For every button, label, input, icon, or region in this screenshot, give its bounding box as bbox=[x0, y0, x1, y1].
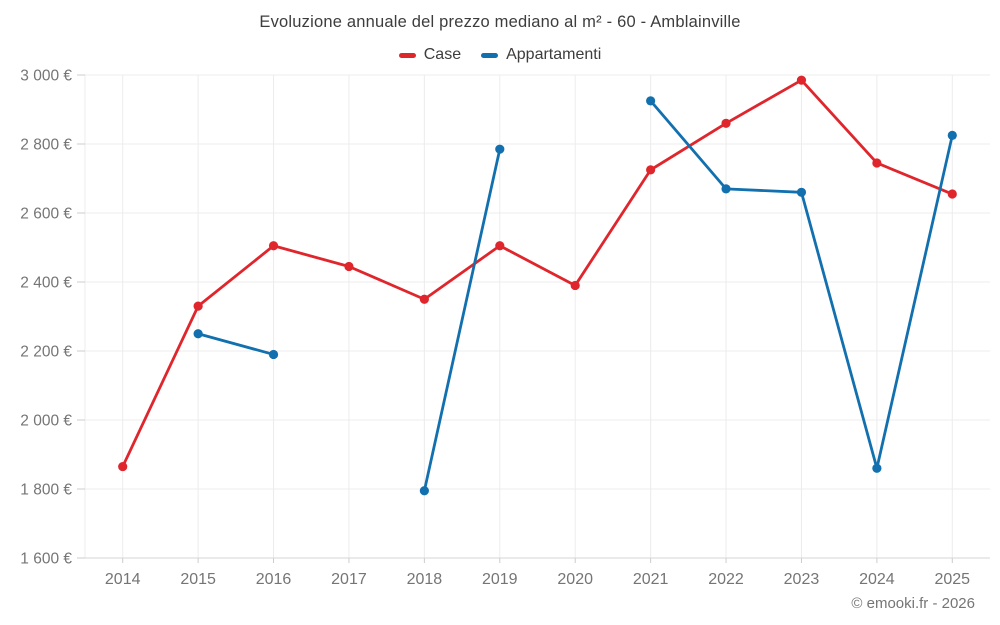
data-point-appartamenti-2016[interactable] bbox=[268, 349, 279, 360]
y-tick-label: 2 200 € bbox=[20, 344, 72, 361]
data-point-appartamenti-2019[interactable] bbox=[495, 144, 505, 154]
y-tick-label: 2 600 € bbox=[20, 206, 72, 223]
x-tick-label: 2021 bbox=[633, 571, 669, 588]
data-point-case-2022[interactable] bbox=[721, 118, 731, 128]
data-point-case-2023[interactable] bbox=[796, 75, 807, 85]
data-point-appartamenti-2021[interactable] bbox=[646, 96, 656, 106]
data-point-appartamenti-2025[interactable] bbox=[947, 130, 957, 140]
data-point-appartamenti-2022[interactable] bbox=[721, 184, 731, 194]
legend-label-appartamenti: Appartamenti bbox=[506, 46, 602, 63]
x-tick-label: 2022 bbox=[708, 571, 744, 588]
y-tick-label: 1 800 € bbox=[20, 482, 72, 499]
legend-item-case[interactable]: Case bbox=[398, 46, 462, 64]
data-point-appartamenti-2018[interactable] bbox=[419, 486, 429, 496]
line-appartamenti bbox=[196, 332, 275, 356]
data-point-case-2024[interactable] bbox=[872, 158, 882, 168]
data-point-case-2016[interactable] bbox=[268, 241, 279, 251]
x-tick-label: 2018 bbox=[407, 571, 443, 588]
data-point-appartamenti-2024[interactable] bbox=[872, 463, 882, 473]
x-tick-label: 2025 bbox=[934, 571, 970, 588]
x-tick-label: 2023 bbox=[784, 571, 820, 588]
data-point-appartamenti-2023[interactable] bbox=[796, 187, 807, 197]
data-point-case-2017[interactable] bbox=[344, 261, 354, 272]
line-appartamenti bbox=[422, 147, 502, 493]
y-tick-label: 2 400 € bbox=[20, 275, 72, 292]
chart-legend: Case Appartamenti bbox=[0, 46, 1000, 64]
line-case bbox=[121, 78, 954, 468]
x-tick-label: 2015 bbox=[180, 571, 216, 588]
data-point-case-2014[interactable] bbox=[118, 461, 128, 472]
legend-swatch-case-icon bbox=[398, 52, 416, 58]
data-point-case-2019[interactable] bbox=[495, 241, 505, 251]
data-point-case-2025[interactable] bbox=[947, 189, 957, 199]
x-tick-label: 2017 bbox=[331, 571, 367, 588]
data-point-case-2018[interactable] bbox=[419, 294, 429, 304]
y-tick-label: 2 000 € bbox=[20, 413, 72, 430]
y-tick-label: 3 000 € bbox=[20, 68, 72, 85]
data-point-case-2021[interactable] bbox=[646, 165, 656, 175]
data-point-appartamenti-2015[interactable] bbox=[193, 329, 203, 339]
data-point-case-2015[interactable] bbox=[193, 301, 203, 311]
y-tick-label: 1 600 € bbox=[20, 551, 72, 568]
x-tick-label: 2020 bbox=[557, 571, 593, 588]
x-tick-label: 2019 bbox=[482, 571, 518, 588]
x-tick-label: 2014 bbox=[105, 571, 141, 588]
x-tick-label: 2024 bbox=[859, 571, 895, 588]
chart-title: Evoluzione annuale del prezzo mediano al… bbox=[259, 13, 741, 31]
data-point-case-2020[interactable] bbox=[570, 280, 580, 291]
legend-item-appartamenti[interactable]: Appartamenti bbox=[481, 46, 601, 64]
legend-label-case: Case bbox=[423, 46, 462, 63]
x-tick-label: 2016 bbox=[256, 571, 292, 588]
copyright-footer: © emooki.fr - 2026 bbox=[851, 595, 975, 612]
legend-swatch-appartamenti-icon bbox=[481, 52, 499, 58]
y-tick-label: 2 800 € bbox=[20, 137, 72, 154]
